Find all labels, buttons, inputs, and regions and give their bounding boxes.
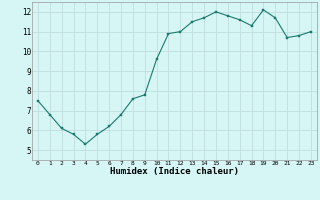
X-axis label: Humidex (Indice chaleur): Humidex (Indice chaleur): [110, 167, 239, 176]
